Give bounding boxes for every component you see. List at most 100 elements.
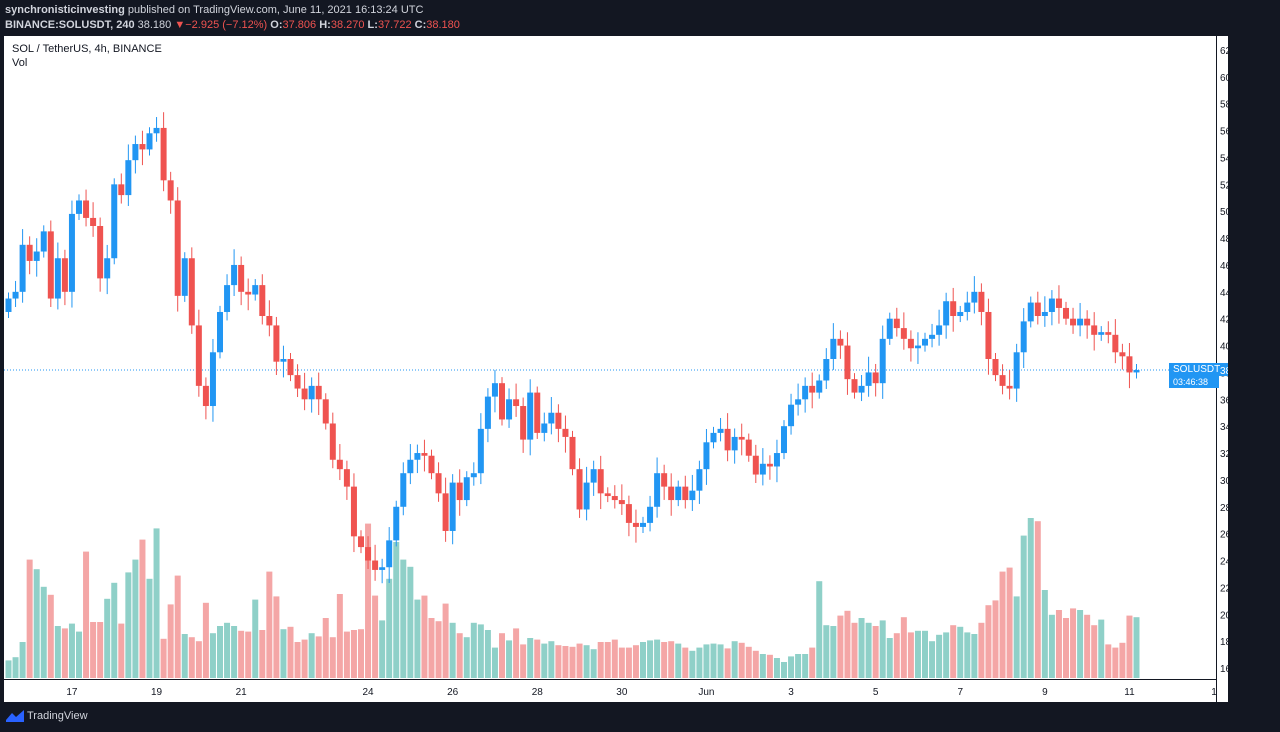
volume-bar <box>654 639 661 678</box>
candle-body <box>773 453 780 467</box>
last-price-tag: SOLUSDT <box>1169 363 1220 377</box>
legend-vol: Vol <box>12 57 28 69</box>
volume-bar <box>682 647 689 678</box>
candle-body <box>5 298 12 312</box>
volume-bar <box>238 630 245 678</box>
candle-body <box>40 231 47 252</box>
candle-body <box>795 399 802 405</box>
price-tick-label: 44.000 <box>1220 288 1228 299</box>
candle-body <box>957 311 964 317</box>
candle-body <box>520 406 527 440</box>
candle-body <box>12 291 19 299</box>
candle-body <box>506 399 513 420</box>
candle-body <box>879 338 886 384</box>
volume-bar <box>914 630 921 678</box>
volume-bar <box>604 642 611 678</box>
last-value: 38.180 <box>137 19 172 31</box>
candle-body <box>1034 302 1041 317</box>
price-tick-label: 50.000 <box>1220 207 1228 218</box>
chart-area[interactable]: 62.000 60.000 58.000 56.000 54.000 52.000 50.0… <box>4 36 1228 702</box>
volume-bar <box>322 618 329 678</box>
price-tick-label: 30.000 <box>1220 476 1228 487</box>
candle-body <box>590 469 597 483</box>
tradingview-brand[interactable]: TradingView <box>27 710 88 722</box>
volume-bar <box>900 617 907 678</box>
volume-bar <box>104 598 111 678</box>
candle-body <box>569 436 576 470</box>
volume-bar <box>245 631 252 678</box>
candle-body <box>964 302 971 312</box>
candle-body <box>435 473 442 494</box>
volume-bar <box>209 633 216 678</box>
candle-body <box>837 338 844 346</box>
volume-bar <box>971 634 978 678</box>
candle-body <box>365 547 372 561</box>
candle-body <box>209 352 216 407</box>
volume-bar <box>879 620 886 678</box>
candle-body <box>696 469 703 491</box>
time-tick-label: 24 <box>362 687 374 698</box>
candle-body <box>1048 298 1055 312</box>
volume-bar <box>188 637 195 678</box>
volume-bar <box>520 644 527 678</box>
candle-body <box>922 338 928 346</box>
candle-body <box>1063 307 1069 319</box>
chart-canvas[interactable]: 62.000 60.000 58.000 56.000 54.000 52.000 50.0… <box>4 36 1228 702</box>
volume-bar <box>781 662 787 678</box>
candle-body <box>1041 311 1048 317</box>
volume-bar <box>943 632 950 678</box>
last-price-axis-label: 38.180 <box>1220 366 1228 377</box>
volume-bar <box>886 638 893 678</box>
candle-body <box>872 372 879 384</box>
tradingview-logo-icon[interactable] <box>6 710 24 722</box>
open-value: 37.806 <box>282 19 317 31</box>
volume-bar <box>865 622 872 678</box>
candle-body <box>470 473 477 478</box>
volume-bar <box>294 642 301 678</box>
candle-body <box>273 325 280 362</box>
publisher-name[interactable]: synchronisticinvesting <box>5 4 125 16</box>
volume-bar <box>611 639 618 678</box>
candle-body <box>442 493 449 531</box>
low-label: L: <box>367 19 378 31</box>
candle-body <box>407 459 414 474</box>
volume-bar <box>68 623 75 678</box>
candle-body <box>245 291 252 295</box>
candle-body <box>463 477 470 501</box>
volume-bar <box>1041 590 1048 678</box>
candle-body <box>61 258 68 292</box>
candle-body <box>576 469 583 510</box>
volume-bar <box>365 523 372 678</box>
candle-body <box>1027 302 1034 322</box>
candle-body <box>844 345 851 380</box>
volume-bar <box>139 539 146 678</box>
candle-body <box>936 325 943 335</box>
volume-bar <box>1112 647 1119 678</box>
candle-body <box>914 345 921 349</box>
candle-body <box>449 482 456 531</box>
candle-body <box>788 404 795 427</box>
candle-body <box>372 560 379 570</box>
candle-body <box>456 482 463 501</box>
volume-bar <box>428 618 435 678</box>
volume-bar <box>54 626 61 678</box>
candle-body <box>287 359 294 376</box>
change-down-icon: ▼ <box>174 19 186 31</box>
volume-bar <box>766 654 773 678</box>
candle-body <box>823 359 830 381</box>
candle-body <box>125 160 132 196</box>
volume-bar <box>125 572 132 678</box>
volume-bar <box>5 660 12 678</box>
change-value: −2.925 (−7.12%) <box>185 19 268 31</box>
price-tick-label: 32.000 <box>1220 449 1228 460</box>
candle-body <box>1020 321 1027 353</box>
volume-bar <box>773 658 780 678</box>
chart-header: synchronisticinvesting published on Trad… <box>0 0 1280 36</box>
candle-body <box>294 375 301 389</box>
candle-body <box>597 469 604 494</box>
price-tick-label: 36.000 <box>1220 395 1228 406</box>
candle-body <box>689 490 696 501</box>
candle-body <box>929 334 936 339</box>
volume-bar <box>851 622 858 678</box>
volume-bar <box>421 595 428 678</box>
